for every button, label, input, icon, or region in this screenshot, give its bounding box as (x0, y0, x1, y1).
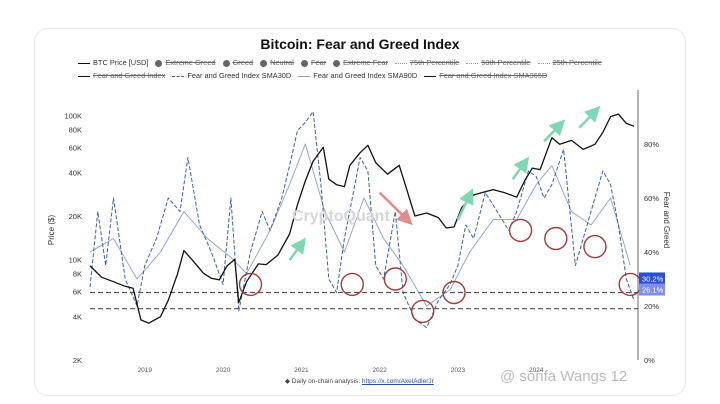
legend-label: Neutral (270, 58, 294, 67)
y-tick-left: 4K (73, 313, 82, 322)
legend-item-fear-and-greed-index-sma90d[interactable]: Fear and Greed Index SMA90D (298, 69, 417, 82)
legend-label: Extreme Greed (165, 58, 216, 67)
series-line-btc-price-usd (89, 113, 635, 324)
y-axis-label-left: Price ($) (47, 215, 56, 246)
highlight-circle (442, 280, 466, 305)
trend-arrow (511, 156, 530, 180)
value-badge-label: 30.2% (642, 274, 664, 283)
footer-link[interactable]: https://x.com/AxelAdlerJr (361, 378, 434, 385)
footer: ◆ Daily on-chain analysis: https://x.com… (285, 377, 434, 385)
legend-label: BTC Price [USD] (93, 58, 149, 67)
value-badge-label: 26.1% (642, 286, 664, 295)
legend-label: 75th Percentile (409, 58, 460, 67)
value-badge (639, 283, 665, 296)
legend-item-fear-and-greed-index-sma30d[interactable]: Fear and Greed Index SMA30D (172, 69, 291, 82)
y-tick-left: 60K (69, 143, 82, 152)
series-line-fear-and-greed-index-sma90d (89, 143, 631, 307)
x-tick: 2024 (529, 367, 544, 374)
trend-arrow (456, 188, 474, 221)
y-tick-right: 0% (644, 356, 655, 365)
legend-swatch (300, 59, 308, 67)
y-tick-left: 80K (69, 125, 82, 134)
legend-label: Fear and Greed Index (93, 71, 166, 80)
legend-label: Fear and Greed Index SMA365D (439, 71, 548, 80)
legend-item-75th-percentile[interactable]: 75th Percentile (394, 56, 460, 69)
watermark-center: CryptoQuant (292, 208, 390, 225)
watermark-corner: @ sonfa Wangs 12 (500, 368, 628, 385)
y-tick-right: 40% (644, 248, 659, 257)
y-tick-right: 60% (644, 194, 659, 203)
x-tick: 2020 (216, 367, 231, 374)
chart-legend: BTC Price [USD] Extreme Greed Greed Neutral… (78, 56, 668, 82)
legend-swatch (155, 59, 163, 67)
footer-prefix: Daily on-chain analysis: (291, 378, 361, 385)
legend-item-fear[interactable]: Fear (300, 56, 327, 69)
chart-card (34, 28, 686, 396)
chart-title: Bitcoin: Fear and Greed Index (260, 36, 460, 52)
highlight-circle (544, 226, 568, 251)
legend-swatch (260, 59, 268, 67)
y-tick-right: 80% (644, 140, 659, 149)
legend-label: Fear and Greed Index SMA30D (187, 71, 292, 80)
trend-arrow (578, 105, 601, 129)
y-tick-left: 20K (69, 212, 82, 221)
x-tick: 2023 (451, 367, 466, 374)
y-tick-left: 100K (64, 111, 82, 120)
highlight-circle (583, 234, 607, 259)
legend-label: Fear and Greed Index SMA90D (313, 71, 418, 80)
legend-swatch (78, 75, 90, 77)
legend-label: Fear (310, 58, 327, 67)
highlight-circle (508, 218, 533, 243)
x-tick: 2022 (372, 367, 387, 374)
y-tick-left: 10K (69, 255, 82, 264)
legend-item-fear-and-greed-index[interactable]: Fear and Greed Index (78, 69, 165, 82)
legend-swatch (537, 62, 550, 64)
y-tick-left: 6K (73, 287, 82, 296)
y-axis-label-right: Fear and Greed (662, 192, 671, 248)
legend-item-extreme-fear[interactable]: Extreme Fear (333, 56, 388, 69)
footer-icon: ◆ (285, 378, 290, 385)
legend-item-fear-and-greed-index-sma365d[interactable]: Fear and Greed Index SMA365D (424, 69, 547, 82)
legend-item-btc-price-usd[interactable]: BTC Price [USD] (78, 56, 148, 69)
legend-label: Greed (232, 58, 254, 67)
value-badge (639, 272, 665, 285)
legend-label: 50th Percentile (481, 58, 531, 67)
legend-swatch (333, 59, 341, 67)
legend-swatch (78, 62, 90, 64)
trend-arrow (543, 119, 566, 143)
trend-arrow (288, 237, 306, 261)
series-line-fear-and-greed-index-sma30d (89, 111, 635, 329)
legend-item-25th-percentile[interactable]: 25th Percentile (537, 56, 602, 69)
legend-swatch (172, 75, 185, 77)
trend-arrow (378, 191, 413, 226)
highlight-circle (340, 272, 364, 297)
legend-swatch (394, 62, 407, 64)
highlight-circle (411, 299, 435, 324)
legend-swatch (298, 75, 311, 77)
legend-item-extreme-greed[interactable]: Extreme Greed (155, 56, 216, 69)
legend-item-neutral[interactable]: Neutral (260, 56, 294, 69)
legend-label: 25th Percentile (552, 58, 602, 67)
x-tick: 2019 (138, 367, 153, 374)
y-tick-left: 8K (73, 269, 82, 278)
highlight-circle (238, 272, 263, 297)
y-tick-left: 2K (73, 356, 82, 365)
legend-label: Extreme Fear (343, 58, 388, 67)
legend-swatch (466, 62, 479, 64)
legend-swatch (222, 59, 230, 67)
legend-item-greed[interactable]: Greed (222, 56, 254, 69)
y-tick-right: 20% (644, 302, 659, 311)
x-tick: 2021 (294, 367, 309, 374)
y-tick-left: 40K (69, 169, 82, 178)
highlight-circle (383, 267, 408, 291)
legend-item-50th-percentile[interactable]: 50th Percentile (466, 56, 531, 69)
legend-swatch (424, 75, 437, 77)
